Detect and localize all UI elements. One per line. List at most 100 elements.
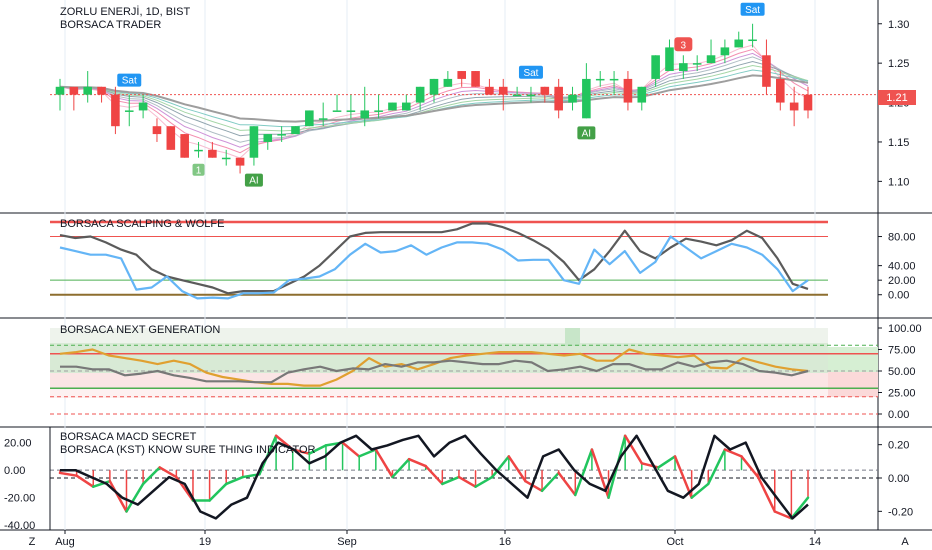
timezone-button[interactable]: Z bbox=[29, 536, 36, 548]
sell-signal-badge bbox=[117, 73, 142, 87]
time-tick-label: 16 bbox=[499, 536, 511, 548]
ma-ribbon-line bbox=[59, 74, 809, 123]
candle-body bbox=[720, 47, 730, 56]
sell-signal-label: Sat bbox=[523, 68, 538, 79]
axis-tick-label: 0.00 bbox=[888, 409, 909, 421]
macd-signal-segment bbox=[224, 475, 245, 486]
candle-body bbox=[609, 78, 619, 81]
candle-body bbox=[776, 78, 785, 103]
ng-band-lower bbox=[50, 373, 828, 388]
candle-body bbox=[374, 110, 383, 112]
candle-body bbox=[263, 134, 273, 142]
macd-levels bbox=[50, 469, 878, 479]
macd-signal-segment bbox=[141, 466, 161, 486]
scalping-series bbox=[59, 222, 809, 300]
price-tick-label: 1.15 bbox=[888, 137, 909, 149]
indicator-name-scalping: BORSACA SCALPING & WOLFE bbox=[60, 218, 224, 230]
scalping-axis-ticks: 80.00 40.00 20.00 0.00 bbox=[878, 232, 916, 302]
macd-signal-segment bbox=[108, 479, 128, 513]
candle-body bbox=[498, 86, 508, 95]
price-tick-label: 1.25 bbox=[888, 58, 909, 70]
axis-tick-label: 50.00 bbox=[888, 366, 916, 378]
candle-body bbox=[180, 134, 189, 158]
candle-body bbox=[582, 78, 591, 119]
candle-body bbox=[124, 110, 134, 112]
buy-signal-badge bbox=[577, 126, 596, 140]
time-tick-label: 14 bbox=[809, 536, 821, 548]
price-axis-ticks: 1.301.251.201.151.10 bbox=[878, 19, 909, 188]
candle-body bbox=[471, 71, 480, 87]
macd-signal-segment bbox=[740, 455, 760, 479]
time-axis-ticks: Aug 19 Sep 16 Oct 14 bbox=[55, 530, 821, 548]
candle-body bbox=[748, 39, 757, 42]
sell-signal-badge bbox=[740, 2, 765, 16]
indicator-name-macd: BORSACA MACD SECRET bbox=[60, 431, 197, 443]
candle-body bbox=[111, 94, 120, 127]
candle-body bbox=[291, 126, 300, 135]
sell-count-label: 3 bbox=[681, 40, 687, 51]
macd-signal-segment bbox=[391, 457, 411, 479]
axis-tick-label: 40.00 bbox=[888, 261, 916, 273]
candle-body bbox=[346, 110, 356, 112]
candle-body bbox=[429, 78, 439, 95]
macd-signal-segment bbox=[208, 482, 228, 502]
next-generation-pane[interactable]: BORSACA NEXT GENERATION 100.00 75.00 50.00… bbox=[50, 323, 922, 421]
macd-signal-segment bbox=[441, 475, 461, 486]
indicator-line bbox=[60, 359, 809, 384]
last-price-label-bg bbox=[878, 90, 916, 105]
sell-signal-label: Sat bbox=[745, 5, 760, 16]
axis-tick-label: 0.00 bbox=[888, 290, 909, 302]
buy-count-label: 1 bbox=[196, 166, 202, 177]
macd-signal-segment bbox=[507, 455, 527, 483]
macd-signal-segment bbox=[424, 464, 444, 486]
ma-ribbon-line bbox=[59, 64, 809, 132]
candle-body bbox=[235, 157, 245, 166]
macd-signal-segment bbox=[540, 471, 560, 493]
indicator-name-kst: BORSACA (KST) KNOW SURE THING INDICATOR bbox=[60, 444, 316, 456]
candle-body bbox=[305, 110, 314, 127]
candle-body bbox=[415, 86, 425, 103]
kst-line bbox=[60, 434, 809, 520]
candle-body bbox=[651, 55, 660, 79]
macd-signal-segment bbox=[490, 455, 511, 479]
candle-body bbox=[692, 63, 702, 65]
macd-signal-segment bbox=[574, 448, 594, 497]
candle-body bbox=[595, 78, 605, 81]
macd-kst-pane[interactable]: BORSACA MACD SECRET BORSACA (KST) KNOW S… bbox=[4, 427, 913, 532]
time-tick-label: Sep bbox=[337, 536, 357, 548]
left-axis-tick-label: 0.00 bbox=[4, 465, 25, 477]
indicator-line bbox=[59, 235, 809, 300]
ng-axis-ticks: 100.00 75.00 50.00 25.00 0.00 bbox=[878, 323, 922, 421]
indicator-name-trader: BORSACA TRADER bbox=[60, 19, 161, 31]
auto-scale-button[interactable]: A bbox=[901, 536, 909, 548]
axis-tick-label: 80.00 bbox=[888, 232, 916, 244]
ng-highlight bbox=[565, 328, 580, 346]
right-axis-tick-label: -0.20 bbox=[888, 506, 913, 518]
left-axis-tick-label: -40.00 bbox=[4, 520, 35, 532]
time-tick-label: Aug bbox=[55, 536, 75, 548]
candle-body bbox=[526, 94, 536, 97]
buy-count-marker bbox=[192, 163, 205, 176]
macd-series bbox=[58, 434, 810, 520]
candle-body bbox=[166, 126, 176, 150]
candles bbox=[55, 23, 813, 174]
macd-signal-segment bbox=[690, 482, 710, 499]
candle-body bbox=[55, 86, 65, 95]
price-tick-label: 1.10 bbox=[888, 176, 909, 188]
axis-tick-label: 25.00 bbox=[888, 388, 916, 400]
scalping-wolfe-pane[interactable]: BORSACA SCALPING & WOLFE 80.00 40.00 20.00… bbox=[50, 218, 916, 302]
macd-signal-segment bbox=[723, 448, 743, 458]
macd-signal-segment bbox=[125, 482, 145, 513]
candle-body bbox=[152, 126, 162, 135]
macd-signal-segment bbox=[524, 479, 544, 493]
candle-body bbox=[512, 94, 522, 97]
buy-signal-label: AI bbox=[249, 176, 258, 187]
macd-left-axis-ticks: 20.00 0.00 -20.00 -40.00 bbox=[4, 427, 51, 532]
candle-body bbox=[457, 71, 466, 79]
left-axis-tick-label: -20.00 bbox=[4, 493, 35, 505]
macd-signal-segment bbox=[756, 475, 777, 513]
last-price-label: 1.21 bbox=[886, 92, 907, 104]
price-pane[interactable]: Sat Sat Sat AI AI 3 1 ZORLU ENERJİ, 1D, BIST B… bbox=[50, 2, 916, 189]
macd-signal-segment bbox=[657, 455, 677, 469]
